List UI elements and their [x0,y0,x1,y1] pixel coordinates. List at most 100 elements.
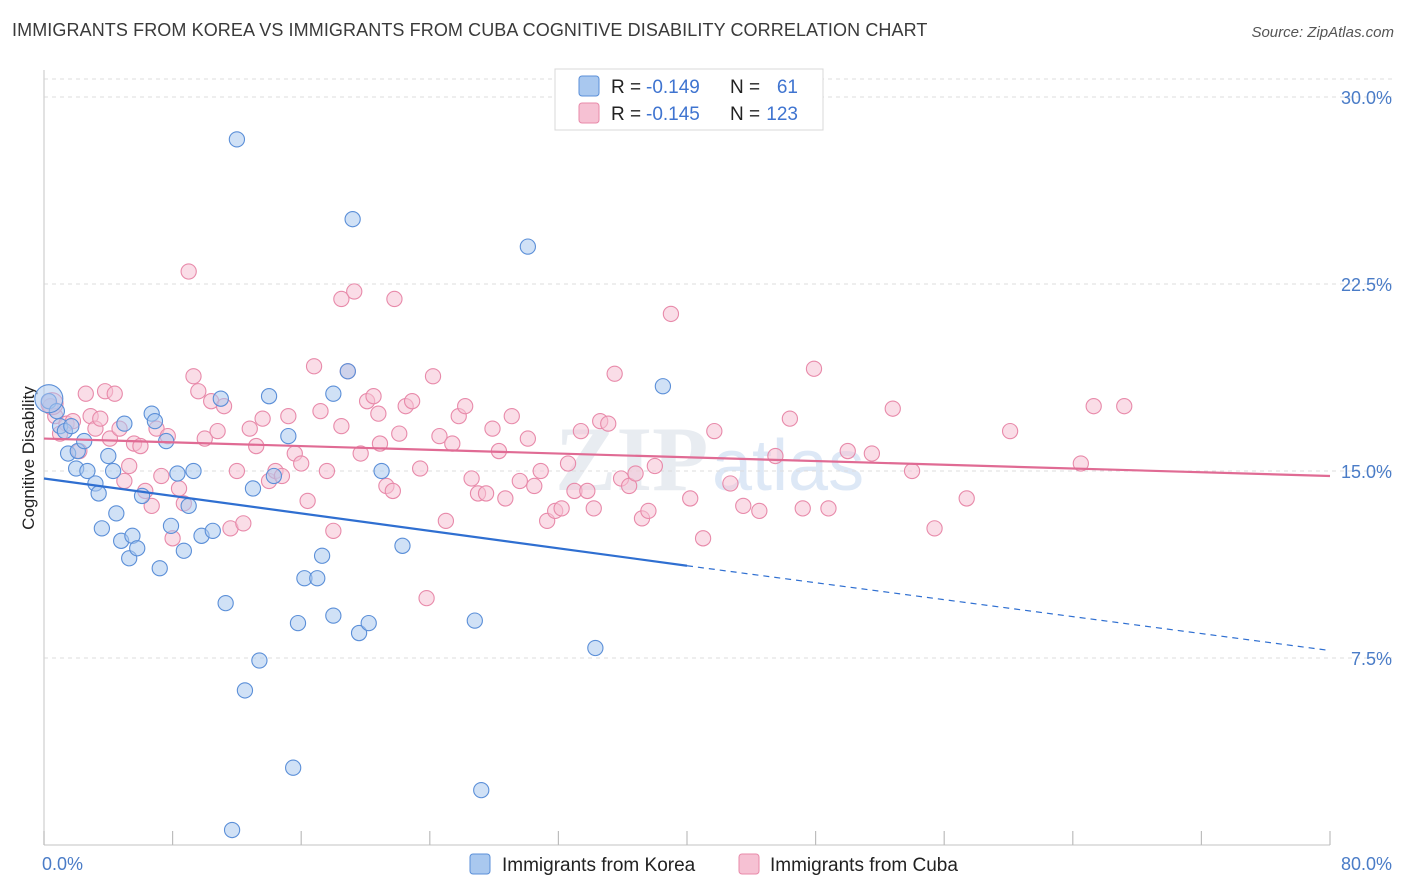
legend-r-value-cuba: -0.145 [646,104,700,125]
data-point-korea [79,462,96,480]
data-point-korea [104,462,122,480]
data-point-cuba [884,400,901,417]
data-point-cuba [121,457,138,475]
data-point-korea [212,390,229,407]
data-point-cuba [863,445,881,462]
data-point-korea [339,363,356,380]
data-point-korea [587,639,604,657]
data-point-cuba [418,590,435,607]
data-point-korea [654,378,672,395]
data-point-korea [146,412,164,430]
data-point-cuba [391,425,408,442]
legend-r-label-korea: R = [611,77,641,98]
data-point-cuba [143,497,160,515]
legend-top: R = -0.149 N = 61 R = -0.145 N = 123 [554,68,824,131]
data-point-cuba [77,385,94,402]
data-point-cuba [694,530,712,547]
data-point-cuba [235,515,252,532]
data-point-cuba [497,490,514,507]
data-point-korea [244,480,262,497]
legend-n-value-cuba: 123 [766,104,798,125]
data-point-korea [175,542,193,559]
data-point-cuba [839,442,856,460]
data-point-cuba [333,290,350,308]
data-point-korea [129,540,146,557]
data-point-korea [373,462,390,480]
data-point-cuba [606,365,623,382]
data-point-cuba [767,447,784,465]
data-point-cuba [318,462,336,480]
data-point-cuba [170,480,188,497]
y-tick-labels: 7.5% 15.0% 22.5% 30.0% [1341,88,1392,669]
data-point-korea [223,821,241,839]
data-point-cuba [1116,398,1133,415]
gridlines [44,78,1392,659]
data-point-korea [466,612,483,629]
data-point-cuba [370,405,387,422]
data-point-cuba [280,407,297,425]
data-point-cuba [346,283,363,300]
data-point-cuba [241,420,258,437]
trend-line-korea-extrapolated [686,565,1331,652]
data-point-cuba [722,475,739,492]
data-point-cuba [365,388,382,405]
data-point-cuba [903,462,921,480]
x-tick-label-max: 80.0% [1341,854,1392,874]
data-point-korea-large [34,384,64,414]
data-point-cuba [572,422,590,440]
data-point-korea [251,652,268,669]
data-point-korea [76,432,93,450]
legend-bottom-swatch-korea [469,853,491,875]
data-point-cuba [254,410,271,427]
legend-n-label-cuba: N = [730,104,760,125]
data-point-korea [217,594,234,612]
data-point-cuba [312,403,329,420]
x-axis-ticks [43,831,1331,845]
data-point-korea [309,570,326,587]
data-point-cuba [532,462,549,480]
data-point-cuba [463,470,480,487]
data-point-cuba [305,358,323,375]
trend-line-cuba [43,437,1331,478]
data-point-cuba [627,465,644,482]
data-point-korea [473,781,490,799]
y-tick-label: 30.0% [1341,88,1392,108]
data-point-cuba [209,422,226,440]
legend-bottom-label-cuba: Immigrants from Cuba [770,855,958,876]
data-point-korea [344,211,361,228]
data-point-cuba [424,368,442,385]
data-point-cuba [553,500,570,517]
data-point-cuba [101,430,119,447]
data-point-korea [204,522,221,539]
data-point-cuba [958,490,975,507]
data-point-cuba [412,460,429,477]
data-point-korea [350,624,368,642]
data-point-cuba [293,455,310,472]
watermark-atlas: atlas [712,426,864,506]
data-point-cuba [781,410,799,427]
y-axis-label: Cognitive Disability [19,386,38,530]
data-point-cuba [735,497,752,515]
legend-bottom: Immigrants from Korea Immigrants from Cu… [469,853,958,876]
data-point-cuba [805,360,823,377]
data-point-korea [289,614,307,632]
data-point-cuba [457,398,474,415]
data-point-korea [100,447,117,465]
data-point-cuba [477,485,495,502]
data-point-cuba [153,467,170,485]
y-tick-label: 22.5% [1341,275,1392,295]
data-point-cuba [600,415,617,432]
data-point-korea [93,520,111,537]
data-point-cuba [180,263,197,280]
data-point-cuba [437,512,455,530]
data-point-cuba [190,383,207,400]
trend-lines [43,437,1331,652]
trend-line-korea [43,477,688,567]
chart-title: IMMIGRANTS FROM KOREA VS IMMIGRANTS FROM… [12,20,928,40]
data-point-korea [260,388,278,405]
data-point-korea [325,607,342,624]
data-point-cuba [526,477,543,495]
data-point-cuba [228,462,246,480]
data-point-cuba [384,482,401,500]
